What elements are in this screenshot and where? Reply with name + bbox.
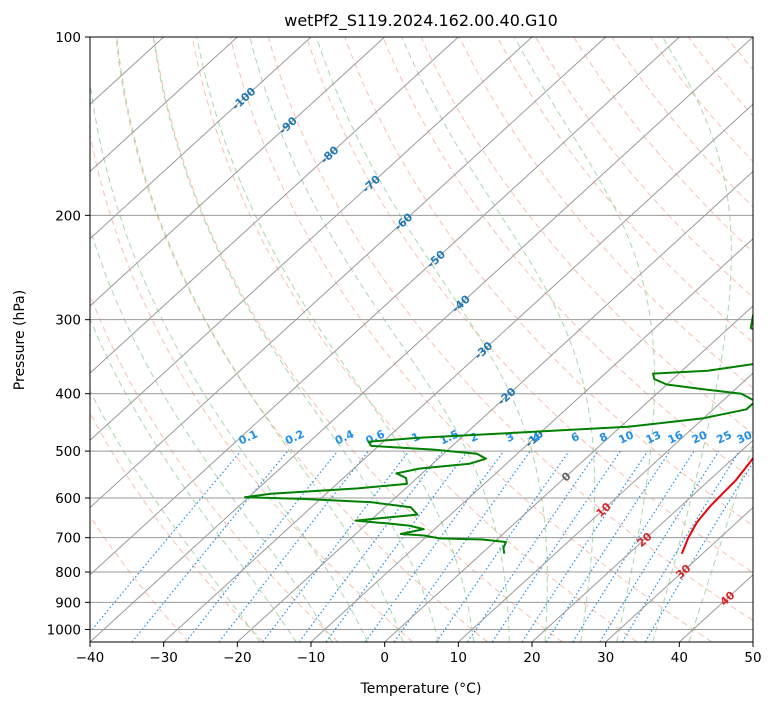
isotherm-line — [236, 170, 753, 642]
isotherm-line — [163, 103, 753, 642]
x-tick-label: 20 — [523, 650, 540, 666]
mixing-ratio-label: 10 — [617, 428, 637, 446]
mixing-ratio-line — [545, 450, 671, 642]
mixing-ratio-label: 30 — [735, 428, 755, 446]
moist-adiabat — [401, 37, 596, 642]
mixing-ratio-line — [185, 450, 339, 642]
y-tick-label: 400 — [55, 387, 81, 403]
x-tick-label: −40 — [76, 650, 105, 666]
dry-adiabat — [115, 37, 488, 642]
y-tick-label: 100 — [55, 30, 81, 46]
y-tick-label: 500 — [55, 444, 81, 460]
moist-adiabat — [249, 37, 510, 642]
y-tick-label: 1000 — [47, 622, 81, 638]
mixing-ratio-label: 25 — [714, 428, 733, 446]
dry-adiabat — [90, 515, 190, 642]
mixing-ratio-line — [572, 450, 695, 642]
dewpoint-profile — [244, 313, 753, 554]
y-tick-label: 300 — [55, 313, 81, 329]
dry-adiabat — [90, 412, 264, 642]
mixing-ratio-line — [298, 450, 444, 642]
x-tick-label: 0 — [380, 650, 389, 666]
dry-adiabat — [191, 37, 638, 642]
y-axis: 100 200 300 400 500 600 700 800 900 1000 — [47, 30, 90, 638]
isotherm-line — [90, 37, 607, 509]
x-tick-label: −10 — [297, 650, 326, 666]
y-tick-label: 200 — [55, 208, 81, 224]
x-axis: −40 −30 −20 −10 0 10 20 30 40 50 — [76, 642, 762, 666]
mixing-ratio-label: 20 — [690, 428, 710, 446]
y-tick-label: 600 — [55, 491, 81, 507]
x-tick-label: 50 — [744, 650, 761, 666]
isotherm-line — [90, 37, 386, 307]
moist-adiabat — [688, 442, 753, 642]
moist-adiabat — [116, 37, 404, 642]
x-tick-label: −30 — [149, 650, 178, 666]
mixing-ratio-line — [466, 450, 599, 642]
dry-adiabat — [382, 37, 753, 481]
dry-adiabat — [153, 37, 563, 642]
y-axis-label: Pressure (hPa) — [12, 290, 28, 390]
moist-adiabat — [90, 227, 333, 642]
mixing-ratio-line — [621, 450, 740, 642]
dry-adiabats — [90, 37, 753, 642]
isotherm-line — [90, 37, 459, 374]
isotherm-line — [90, 37, 533, 442]
mixing-ratio-label: 16 — [666, 428, 686, 446]
mixing-ratio-line — [364, 450, 505, 642]
dry-adiabat — [496, 37, 753, 344]
isotherm-line — [90, 37, 680, 576]
mixing-ratio-line — [491, 450, 621, 642]
moist-adiabat — [315, 37, 548, 642]
temperature-profile — [680, 456, 753, 555]
isotherm-line — [90, 37, 753, 642]
mixing-ratio-line — [521, 450, 649, 642]
dry-adiabat — [268, 37, 753, 622]
y-tick-label: 700 — [55, 531, 81, 547]
x-tick-label: 40 — [671, 650, 688, 666]
mixing-ratio-line — [131, 450, 289, 642]
x-tick-label: 10 — [450, 650, 467, 666]
y-tick-label: 900 — [55, 595, 81, 611]
dry-adiabat — [535, 37, 753, 298]
mixing-ratio-label: 13 — [644, 428, 663, 446]
mixing-ratio-line — [90, 450, 242, 633]
isobar-grid — [90, 37, 753, 630]
isotherm-line — [605, 506, 753, 642]
profile-series — [244, 313, 753, 555]
moist-adiabat — [90, 78, 369, 642]
mixing-ratio-line — [435, 450, 570, 642]
y-tick-label: 800 — [55, 565, 81, 581]
moist-adiabat — [90, 389, 261, 642]
isotherm-line — [90, 37, 312, 240]
dry-adiabat — [306, 37, 753, 574]
isotherm-line — [310, 237, 753, 642]
moist-adiabat — [196, 37, 475, 642]
x-tick-label: 30 — [597, 650, 614, 666]
moist-adiabat — [90, 317, 297, 642]
isotherm-line — [457, 372, 753, 642]
chart-title: wetPf2_S119.2024.162.00.40.G10 — [284, 11, 558, 31]
x-axis-label: Temperature (°C) — [360, 681, 482, 697]
mixing-ratio-line — [325, 450, 468, 642]
moist-adiabat — [652, 37, 732, 642]
dry-adiabat — [90, 131, 414, 642]
mixing-ratio-lines — [90, 450, 753, 642]
isotherm-line — [531, 439, 753, 642]
plot-frame — [89, 36, 754, 643]
mixing-ratio-line — [262, 450, 410, 642]
isotherm-line — [90, 37, 238, 173]
x-tick-label: −20 — [223, 650, 252, 666]
